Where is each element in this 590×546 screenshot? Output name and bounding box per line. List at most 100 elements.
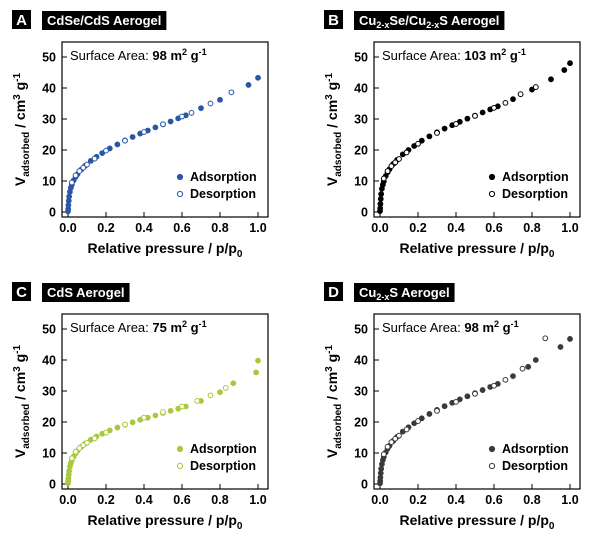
legend-adsorption-label: Adsorption <box>190 442 257 456</box>
adsorption-point <box>510 96 516 103</box>
y-axis-label-main: V <box>12 176 28 186</box>
desorption-point <box>207 100 214 107</box>
y-axis-label-rest: / cm <box>324 100 340 132</box>
adsorption-point <box>479 109 486 116</box>
adsorption-point <box>557 344 564 350</box>
annotation-value: 75 <box>152 320 166 335</box>
adsorption-point <box>167 407 174 414</box>
desorption-point <box>380 175 387 182</box>
panel-title: Cu2-xSe/Cu2-xS Aerogel <box>359 13 499 30</box>
desorption-point <box>434 407 440 414</box>
x-axis-label-sub: 0 <box>237 521 243 532</box>
x-axis-label-sub: 0 <box>549 521 555 532</box>
y-tick-label: 30 <box>42 113 56 127</box>
y-tick-label: 40 <box>354 354 368 368</box>
panel-title-badge <box>42 283 130 302</box>
adsorption-point <box>245 82 252 88</box>
desorption-point <box>384 443 391 450</box>
adsorption-point <box>548 76 554 83</box>
desorption-point <box>415 418 421 424</box>
x-tick-label: 0.2 <box>409 493 426 507</box>
desorption-point <box>72 448 79 455</box>
surface-area-annotation: Surface Area: 98 m2 g-1 <box>382 319 519 335</box>
annotation-prefix: Surface Area: <box>70 48 152 63</box>
adsorption-point <box>567 60 573 67</box>
desorption-point <box>76 445 83 451</box>
adsorption-point <box>377 196 384 202</box>
panel-title-subscript: 2-x <box>426 20 439 30</box>
y-axis-label-end: g <box>12 82 28 94</box>
annotation-unit-sup: 2 <box>494 319 499 329</box>
desorption-point <box>80 164 87 171</box>
desorption-point <box>380 451 387 458</box>
desorption-point <box>388 163 395 170</box>
x-tick-label: 0.8 <box>523 493 540 507</box>
annotation-unit-sup: 2 <box>182 47 187 57</box>
y-axis-label-end: g <box>324 354 340 366</box>
y-tick-label: 10 <box>42 447 56 461</box>
desorption-point <box>519 365 526 372</box>
legend-desorption-marker <box>488 190 496 198</box>
x-tick-label: 0.2 <box>97 221 114 235</box>
x-axis-label-main: Relative pressure / p/p <box>400 240 549 256</box>
x-tick-label: 1.0 <box>249 221 266 235</box>
y-axis-label-end: g <box>324 82 340 94</box>
x-tick-label: 0.6 <box>485 221 502 235</box>
y-axis-label-main: V <box>324 448 340 458</box>
desorption-point <box>453 121 459 127</box>
annotation-prefix: Surface Area: <box>70 320 152 335</box>
y-axis-label: Vadsorbed / cm3 g-1 <box>324 72 344 186</box>
panel-title: CdSe/CdS Aerogel <box>47 13 161 28</box>
y-tick-label: 0 <box>49 478 56 492</box>
panel-title-subscript: 2-x <box>376 292 389 302</box>
adsorption-point <box>217 96 223 103</box>
y-axis-label-sup2: -1 <box>12 344 23 353</box>
annotation-value: 103 <box>464 48 486 63</box>
x-axis-label-main: Relative pressure / p/p <box>400 512 549 528</box>
y-axis-label-sup: 3 <box>12 366 23 372</box>
panel-letter-badge <box>12 10 31 29</box>
adsorption-point <box>152 412 159 419</box>
adsorption-point <box>129 419 136 426</box>
x-tick-label: 0.0 <box>371 493 388 507</box>
x-axis-label-sub: 0 <box>237 249 243 260</box>
annotation-prefix: Surface Area: <box>382 320 464 335</box>
annotation-unit-sup: 2 <box>182 319 187 329</box>
adsorption-point <box>567 336 573 342</box>
y-axis-label-sub: adsorbed <box>333 132 344 177</box>
desorption-point <box>141 129 147 135</box>
panel-letter: B <box>328 12 339 29</box>
panel-title-badge <box>354 283 455 302</box>
y-tick-label: 0 <box>361 206 368 220</box>
desorption-point <box>122 421 128 428</box>
annotation-unit-sup2: -1 <box>199 319 207 329</box>
x-tick-label: 0.4 <box>447 221 464 235</box>
desorption-point <box>403 149 410 156</box>
legend-adsorption-marker <box>176 173 184 181</box>
desorption-point <box>207 392 214 399</box>
y-axis-label-sup: 3 <box>12 94 23 100</box>
desorption-point <box>388 439 395 446</box>
adsorption-point <box>532 357 539 363</box>
desorption-point <box>91 435 98 442</box>
desorption-point <box>453 398 459 405</box>
adsorption-point <box>253 369 260 376</box>
desorption-point <box>532 84 539 90</box>
y-tick-label: 0 <box>361 478 368 492</box>
annotation-unit-sup2: -1 <box>199 47 207 57</box>
y-axis-label: Vadsorbed / cm3 g-1 <box>324 344 344 458</box>
x-axis-label: Relative pressure / p/p0 <box>88 512 243 532</box>
y-tick-label: 50 <box>354 51 368 65</box>
y-tick-label: 30 <box>354 113 368 127</box>
x-axis-label-sub: 0 <box>549 249 555 260</box>
y-tick-label: 50 <box>42 323 56 337</box>
desorption-point <box>472 113 478 119</box>
legend-desorption-label: Desorption <box>502 187 568 201</box>
desorption-point <box>103 429 109 436</box>
x-tick-label: 0.0 <box>59 493 76 507</box>
y-axis-label-rest: / cm <box>324 372 340 404</box>
annotation-unit-end: g <box>499 320 511 335</box>
y-tick-label: 20 <box>42 144 56 158</box>
y-axis-label-sup: 3 <box>324 94 335 100</box>
